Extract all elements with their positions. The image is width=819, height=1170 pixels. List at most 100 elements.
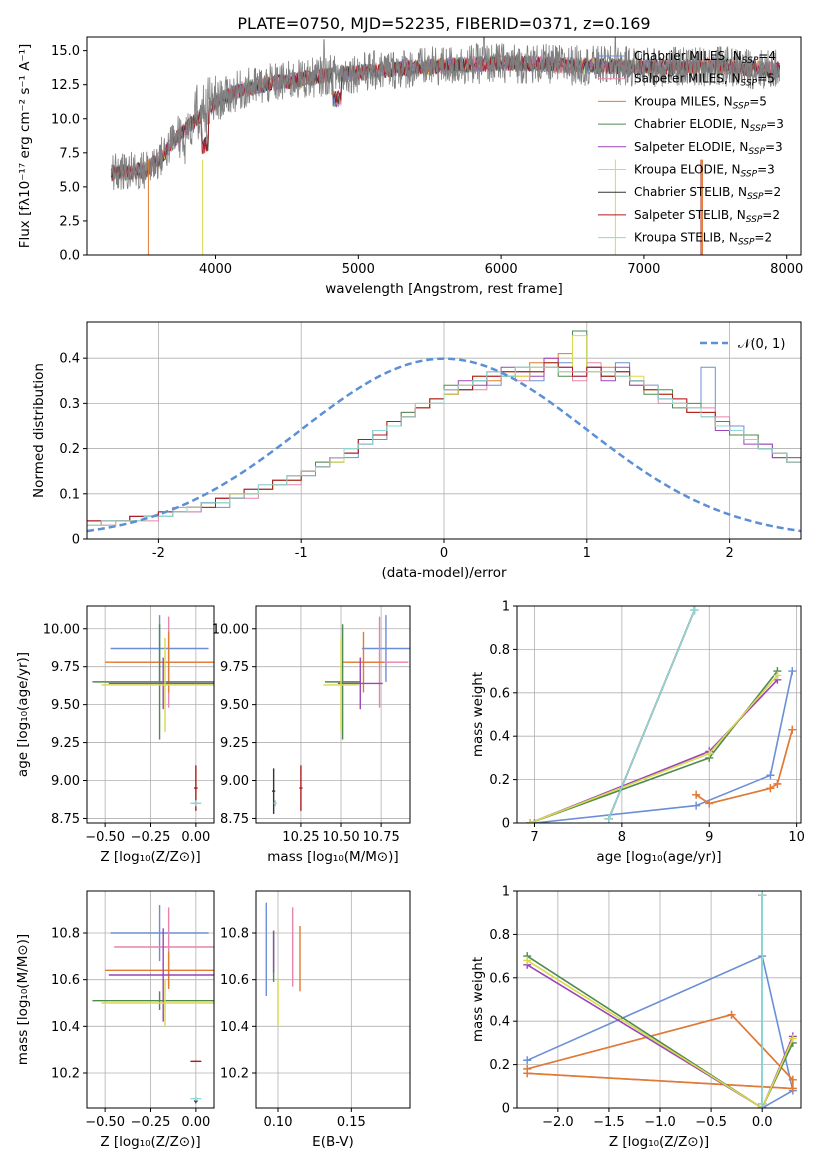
y-axis-label: mass [log₁₀(M/M⊙)]: [15, 934, 31, 1065]
y-tick-label: 10.0: [51, 112, 80, 127]
legend-label: Salpeter MILES, NSSP=5: [634, 72, 775, 89]
x-axis-label: Z [log₁₀(Z/Z⊙)]: [100, 1134, 200, 1150]
weight-line: [529, 670, 779, 823]
weight-marker: [523, 1069, 532, 1078]
y-axis-label: mass weight: [470, 672, 486, 757]
weight-marker: [766, 771, 775, 780]
weight-marker: [604, 814, 613, 823]
x-tick-label: 0.00: [181, 830, 210, 845]
panel-age_vs_mass: 10.25 10.50 10.75 8.75 9.00 9.25 9.50 9.75 10.00…: [212, 605, 411, 865]
axes-frame: [516, 605, 802, 824]
histogram-step: [87, 362, 801, 526]
weight-marker: [526, 819, 535, 823]
x-axis-label: Z [log₁₀(Z/Z⊙)]: [609, 1134, 709, 1150]
x-tick-label: −1.5: [593, 1115, 625, 1130]
plot-area-mass_vs_ebv: [265, 902, 301, 1027]
weight-line: [534, 670, 794, 823]
weight-marker: [788, 667, 797, 676]
x-tick-label: 8: [618, 830, 626, 845]
plot-area-weight_vs_z: [523, 891, 797, 1108]
y-tick-label: 0.8: [489, 928, 510, 943]
y-tick-label: 8.75: [51, 812, 80, 827]
legend-label: Kroupa MILES, NSSP=5: [634, 94, 767, 111]
weight-marker: [788, 1075, 797, 1084]
weight-marker: [705, 749, 714, 758]
y-tick-label: 10.6: [220, 973, 249, 988]
x-tick-label: −0.25: [131, 830, 171, 845]
y-tick-label: 0.0: [59, 249, 80, 264]
weight-marker: [788, 1084, 797, 1093]
weight-marker: [788, 1034, 797, 1043]
y-tick-label: 9.00: [220, 774, 249, 789]
y-tick-label: 0: [72, 533, 80, 548]
y-tick-label: 9.75: [220, 660, 249, 675]
legend-label: Chabrier MILES, NSSP=4: [634, 49, 776, 66]
histogram-step: [87, 335, 801, 526]
axes-frame: [86, 36, 802, 256]
plot-area-weight_vs_age: [526, 606, 797, 823]
data-spectrum-line: [110, 37, 780, 191]
x-tick-label: −0.5: [695, 1115, 727, 1130]
y-tick-label: 10.2: [51, 1067, 80, 1082]
weight-marker: [758, 1099, 767, 1108]
weight-marker: [692, 801, 701, 810]
x-axis-label: age [log₁₀(age/yr)]: [596, 849, 721, 865]
weight-line: [526, 954, 794, 1108]
x-axis-label: mass [log₁₀(M/M⊙)]: [267, 849, 398, 865]
x-tick-label: 10.75: [363, 830, 400, 845]
y-tick-label: 9.50: [220, 698, 249, 713]
y-tick-label: 0.4: [489, 730, 510, 745]
plot-area-spectrum: [110, 37, 780, 255]
x-axis-label: (data-model)/error: [381, 565, 507, 581]
weight-marker: [690, 606, 699, 615]
y-tick-label: 0: [502, 817, 510, 832]
x-tick-label: 0.10: [264, 1115, 293, 1130]
x-tick-label: 4000: [199, 262, 232, 277]
y-tick-label: 9.25: [51, 736, 80, 751]
x-tick-label: 10.25: [282, 830, 319, 845]
legend-label: Kroupa ELODIE, NSSP=3: [634, 163, 775, 180]
x-tick-label: −2.0: [542, 1115, 574, 1130]
y-tick-label: 1: [502, 885, 510, 900]
y-tick-label: 10.2: [220, 1067, 249, 1082]
x-tick-label: 0.15: [337, 1115, 366, 1130]
x-axis-label: wavelength [Angstrom, rest frame]: [325, 281, 563, 297]
weight-line: [608, 609, 696, 820]
x-tick-label: -2: [152, 546, 165, 561]
weight-marker: [692, 790, 701, 799]
y-tick-label: 0.1: [59, 487, 80, 502]
panel-residuals: -2 -1 0 1 2 0 0.1 0.2 0.3 0.4 (data-model)/error No…: [31, 321, 802, 581]
weight-line: [529, 679, 778, 823]
y-tick-label: 10.8: [51, 927, 80, 942]
x-tick-label: 7: [530, 830, 538, 845]
y-tick-label: 10.4: [51, 1020, 80, 1035]
weight-marker: [727, 1010, 736, 1019]
y-tick-label: 0.3: [59, 397, 80, 412]
weight-marker: [788, 725, 797, 734]
y-tick-label: 10.8: [220, 927, 249, 942]
legend-label: Salpeter ELODIE, NSSP=3: [634, 140, 783, 157]
weight-marker: [705, 799, 714, 808]
y-tick-label: 12.5: [51, 78, 80, 93]
axes-frame: [255, 890, 411, 1109]
panel-mass_vs_z: −0.50 −0.25 0.00 10.2 10.4 10.6 10.8 Z [log₁₀(Z…: [15, 890, 215, 1150]
plot-area-age_vs_mass: [272, 615, 410, 814]
legend-label: Kroupa STELIB, NSSP=2: [634, 231, 772, 248]
y-tick-label: 10.00: [212, 622, 249, 637]
y-tick-label: 0.2: [489, 1058, 510, 1073]
histogram-step: [87, 362, 801, 522]
x-tick-label: 0: [440, 546, 448, 561]
panel-age_vs_z: −0.50 −0.25 0.00 8.75 9.00 9.25 9.50 9.75 10.00 Z…: [15, 605, 215, 865]
y-tick-label: 0: [502, 1102, 510, 1117]
y-axis-label: age [log₁₀(age/yr)]: [15, 652, 31, 777]
y-tick-label: 15.0: [51, 44, 80, 59]
y-tick-label: 7.5: [59, 146, 80, 161]
weight-marker: [758, 891, 767, 900]
histogram-step: [87, 366, 801, 526]
y-tick-label: 9.25: [220, 736, 249, 751]
x-tick-label: −0.25: [131, 1115, 171, 1130]
y-tick-label: 0.6: [489, 971, 510, 986]
weight-marker: [773, 671, 782, 680]
weight-marker: [523, 956, 532, 965]
